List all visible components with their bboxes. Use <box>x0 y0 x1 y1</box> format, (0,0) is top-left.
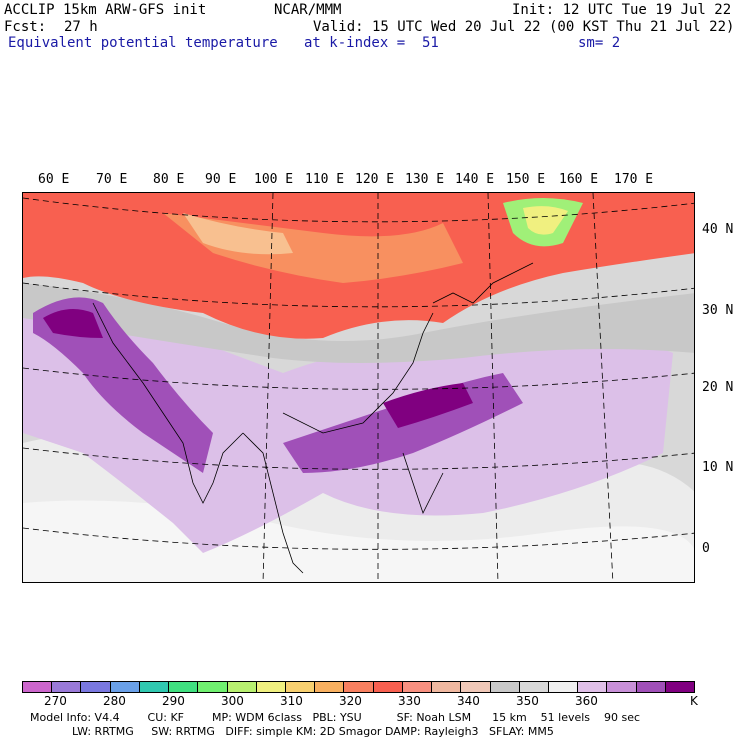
colorbar-swatch <box>81 682 111 692</box>
parallel-10n <box>23 447 694 470</box>
colorbar-tick-label: 300 <box>221 694 244 708</box>
field-name: Equivalent potential temperature <box>8 35 278 51</box>
colorbar-swatch <box>169 682 199 692</box>
darkest-purple-india-core <box>43 309 103 338</box>
colorbar-tick-label: 270 <box>44 694 67 708</box>
colorbar-swatch <box>432 682 462 692</box>
lon-label-70: 70 E <box>96 172 128 187</box>
colorbar-swatch <box>227 682 257 692</box>
meridian-140e <box>487 193 499 582</box>
colorbar-unit: K <box>690 694 698 708</box>
theta-e-map <box>22 192 695 583</box>
colorbar-swatch <box>256 682 286 692</box>
lon-label-130: 130 E <box>405 172 445 187</box>
graticule <box>23 193 694 582</box>
colorbar-swatch <box>578 682 608 692</box>
colorbar-swatch <box>519 682 549 692</box>
colorbar-swatch <box>402 682 433 692</box>
colorbar-swatch <box>198 682 228 692</box>
forecast-label: Fcst: <box>4 19 47 35</box>
colorbar-tick-label: 340 <box>457 694 480 708</box>
peach-highland-patch <box>183 213 293 255</box>
colorbar-swatch <box>23 682 53 692</box>
lon-label-120: 120 E <box>355 172 395 187</box>
parallel-20n <box>23 367 694 390</box>
model-title: ACCLIP 15km ARW-GFS init <box>4 2 207 18</box>
gray-mid-latitude-band <box>23 283 694 363</box>
coastline-indochina <box>242 432 304 574</box>
colorbar-swatch <box>607 682 637 692</box>
colorbar-tick-label: 330 <box>398 694 421 708</box>
init-time: Init: 12 UTC Tue 19 Jul 22 <box>512 2 732 18</box>
parallel-30n <box>23 282 694 308</box>
colorbar-tick-label: 320 <box>339 694 362 708</box>
lon-label-100: 100 E <box>254 172 294 187</box>
colorbar-swatch <box>373 682 403 692</box>
lon-label-150: 150 E <box>506 172 546 187</box>
colorbar-swatch <box>52 682 82 692</box>
colorbar-swatch <box>139 682 170 692</box>
parallel-40n <box>23 197 694 223</box>
lon-label-160: 160 E <box>559 172 599 187</box>
colorbar-swatch <box>315 682 345 692</box>
colorbar-tick-label: 280 <box>103 694 126 708</box>
lon-label-110: 110 E <box>305 172 345 187</box>
valid-time: Valid: 15 UTC Wed 20 Jul 22 (00 KST Thu … <box>313 19 735 35</box>
colorbar-tick-label: 350 <box>516 694 539 708</box>
lat-label-20: 20 N <box>702 380 734 395</box>
org-label: NCAR/MMM <box>274 2 342 18</box>
deep-purple-india-core <box>33 297 213 473</box>
colorbar-swatch <box>285 682 316 692</box>
colorbar-swatch <box>548 682 579 692</box>
coastlines <box>92 262 534 574</box>
colorbar-swatch <box>636 682 666 692</box>
map-canvas <box>23 193 694 582</box>
lat-label-40: 40 N <box>702 222 734 237</box>
model-info-line1: Model Info: V4.4 CU: KF MP: WDM 6class P… <box>30 711 641 724</box>
colorbar-swatch <box>344 682 374 692</box>
coastline-philippines <box>402 452 444 515</box>
lon-label-90: 90 E <box>205 172 237 187</box>
level-index: at k-index = 51 <box>304 35 439 51</box>
lon-label-80: 80 E <box>153 172 185 187</box>
lat-label-10: 10 N <box>702 460 734 475</box>
lon-label-60: 60 E <box>38 172 70 187</box>
colorbar-tick-label: 310 <box>280 694 303 708</box>
meridian-160e <box>592 193 614 582</box>
lon-label-140: 140 E <box>455 172 495 187</box>
parallel-0 <box>23 527 694 550</box>
yellow-patch <box>523 206 568 235</box>
coastline-korea-japan <box>432 262 534 304</box>
colorbar <box>22 681 695 693</box>
meridian-100e <box>262 193 274 582</box>
coastline-china <box>282 312 434 434</box>
colorbar-swatch <box>490 682 520 692</box>
colorbar-swatch <box>461 682 491 692</box>
colorbar-tick-label: 360 <box>575 694 598 708</box>
model-info-line2: LW: RRTMG SW: RRTMG DIFF: simple KM: 2D … <box>72 725 554 738</box>
forecast-hour: 27 h <box>64 19 98 35</box>
lat-label-30: 30 N <box>702 303 734 318</box>
colorbar-swatch <box>110 682 140 692</box>
darkest-purple-core <box>383 383 473 428</box>
lat-label-0: 0 <box>702 541 710 556</box>
colorbar-tick-label: 290 <box>162 694 185 708</box>
lon-label-170: 170 E <box>614 172 654 187</box>
smoothing-label: sm= 2 <box>578 35 621 51</box>
colorbar-swatch <box>665 682 695 692</box>
